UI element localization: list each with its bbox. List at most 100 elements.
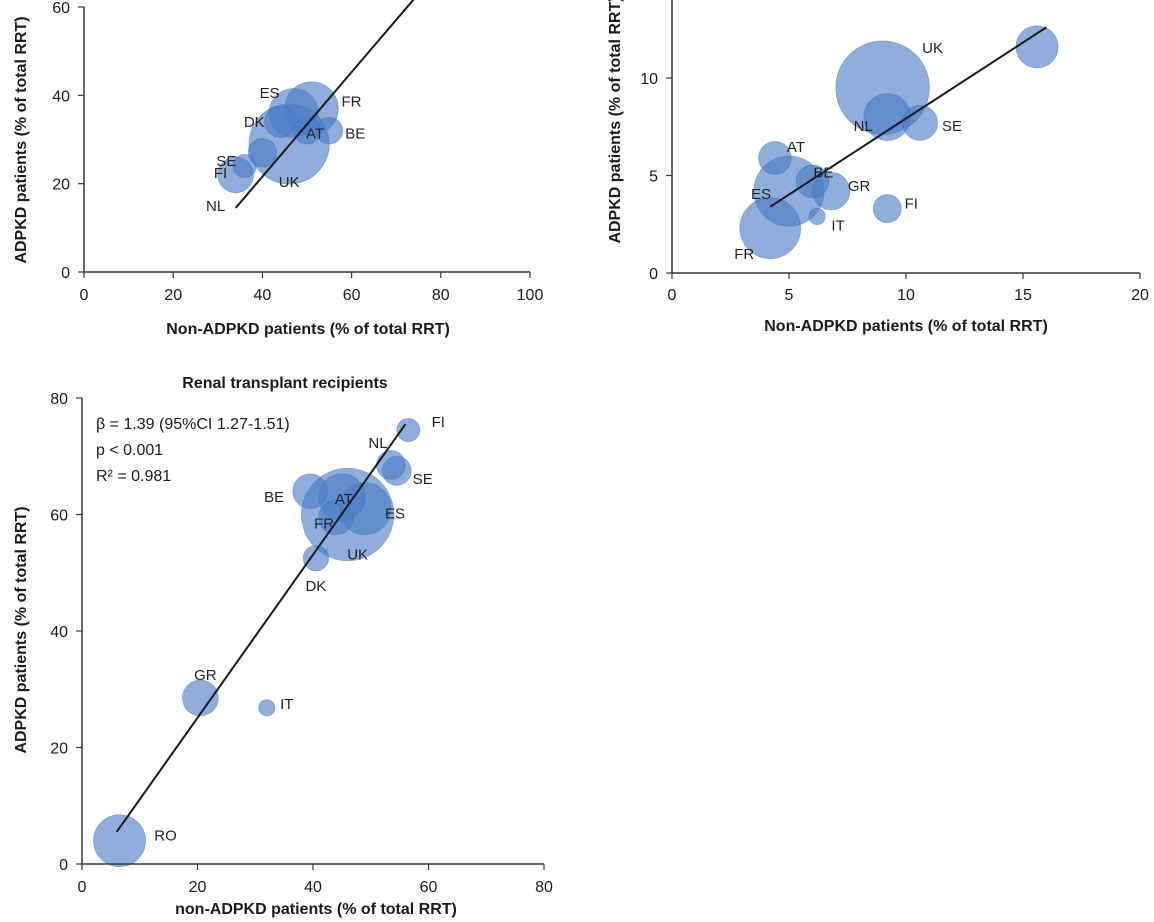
point-label-nl: NL — [854, 118, 873, 135]
point-label-uk: UK — [922, 40, 943, 57]
bubble-fr — [739, 197, 802, 259]
bubble-it — [258, 699, 276, 717]
point-label-fi: FI — [214, 165, 227, 182]
y-axis-title: ADPKD patients (% of total RRT) — [13, 506, 30, 753]
y-tick-label: 0 — [59, 857, 68, 874]
x-tick-label: 0 — [668, 287, 677, 304]
x-tick-label: 40 — [254, 287, 272, 304]
bubble-se — [247, 138, 278, 168]
x-tick-label: 80 — [432, 287, 450, 304]
point-label-se: SE — [413, 471, 433, 488]
fit-line-layer — [769, 26, 1047, 208]
point-label-es: ES — [260, 85, 280, 102]
bubble-fi — [232, 154, 257, 178]
y-tick-label: 40 — [52, 88, 70, 105]
x-axis-title: non-ADPKD patients (% of total RRT) — [175, 901, 457, 918]
point-label-gr: GR — [194, 667, 217, 684]
y-tick-label: 60 — [52, 0, 70, 17]
point-label-se: SE — [942, 118, 962, 135]
point-label-fr: FR — [314, 515, 334, 532]
stat-p: p < 0.001 — [96, 442, 163, 459]
stat-beta: β = 1.39 (95%CI 1.27-1.51) — [96, 416, 290, 433]
regression-line — [769, 26, 1047, 208]
bubble-unlabeled — [1015, 25, 1059, 69]
x-tick-label: 100 — [517, 287, 544, 304]
point-label-it: IT — [280, 696, 293, 713]
point-label-at: AT — [306, 126, 324, 143]
y-axis-title: ADPKD patients (% of total RRT) — [607, 0, 624, 244]
bubble-layer — [93, 418, 421, 868]
point-label-layer: UK NL SE AT BE GR ES FI IT FR — [734, 40, 962, 263]
point-label-fi: FI — [905, 196, 918, 213]
x-tick-label: 60 — [343, 287, 361, 304]
y-tick-label: 40 — [50, 624, 68, 641]
point-label-be: BE — [813, 164, 833, 181]
fit-line-layer — [234, 0, 415, 209]
bubble-ro — [93, 814, 146, 868]
x-axis-title: Non-ADPKD patients (% of total RRT) — [166, 321, 450, 338]
point-label-be: BE — [345, 126, 365, 143]
point-label-be: BE — [264, 489, 284, 506]
point-label-uk: UK — [279, 174, 300, 191]
chart-title: Renal transplant recipients — [182, 375, 387, 392]
x-tick-label: 20 — [189, 879, 207, 896]
point-label-fi: FI — [432, 414, 445, 431]
point-label-dk: DK — [244, 114, 265, 131]
regression-line — [115, 423, 407, 833]
point-label-layer: FI NL SE BE AT ES UK FR DK GR IT RO — [154, 414, 445, 845]
bubble-fi — [396, 418, 421, 442]
point-label-uk: UK — [347, 547, 368, 564]
y-tick-label: 0 — [649, 266, 658, 283]
bubble-it — [808, 207, 826, 226]
bubble-se — [381, 455, 412, 486]
bubble-be — [292, 473, 328, 509]
point-label-at: AT — [787, 139, 805, 156]
x-tick-label: 40 — [304, 879, 322, 896]
bubble-gr — [182, 679, 219, 717]
x-tick-label: 20 — [164, 287, 182, 304]
y-tick-label: 60 — [50, 508, 68, 525]
bubble-be — [315, 116, 344, 145]
y-tick-label: 0 — [61, 265, 70, 282]
axes: 0 20 40 60 80 100 0 20 40 60 — [52, 0, 543, 304]
x-axis-title: Non-ADPKD patients (% of total RRT) — [764, 318, 1048, 335]
point-label-es: ES — [385, 506, 405, 523]
y-tick-label: 10 — [640, 71, 658, 88]
chart-bottom-left: Renal transplant recipients 0 20 40 60 80 0 20… — [13, 375, 553, 918]
point-label-es: ES — [751, 186, 771, 203]
chart-top-right: 0 5 10 15 20 0 5 10 UK NL SE AT BE GR ES FI IT FR Non-AD… — [607, 0, 1149, 335]
point-label-gr: GR — [848, 178, 871, 195]
stat-r2: R² = 0.981 — [96, 468, 171, 485]
x-tick-label: 80 — [535, 879, 553, 896]
x-tick-label: 20 — [1131, 287, 1149, 304]
x-tick-label: 60 — [420, 879, 438, 896]
point-label-dk: DK — [305, 578, 326, 595]
point-label-nl: NL — [368, 435, 387, 452]
bubble-at — [758, 141, 792, 175]
fit-line-layer — [115, 423, 407, 833]
y-tick-label: 20 — [50, 741, 68, 758]
axes: 0 20 40 60 80 0 20 40 60 80 — [50, 391, 553, 896]
point-label-ro: RO — [154, 828, 177, 845]
point-label-it: IT — [831, 217, 844, 234]
x-tick-label: 5 — [785, 287, 794, 304]
point-label-se: SE — [216, 153, 236, 170]
x-tick-label: 0 — [80, 287, 89, 304]
point-label-at: AT — [335, 491, 353, 508]
bubble-dk — [264, 105, 297, 138]
point-label-fr: FR — [341, 94, 361, 111]
point-label-nl: NL — [206, 198, 225, 215]
bubble-dk — [302, 545, 329, 572]
y-tick-label: 20 — [52, 177, 70, 194]
bubble-fi — [872, 194, 902, 224]
point-label-fr: FR — [734, 246, 754, 263]
x-tick-label: 10 — [897, 287, 915, 304]
x-tick-label: 0 — [78, 879, 87, 896]
y-tick-label: 5 — [649, 169, 658, 186]
x-tick-label: 15 — [1014, 287, 1032, 304]
axes: 0 5 10 15 20 0 5 10 — [640, 0, 1149, 304]
y-axis-title: ADPKD patients (% of total RRT) — [13, 16, 30, 263]
